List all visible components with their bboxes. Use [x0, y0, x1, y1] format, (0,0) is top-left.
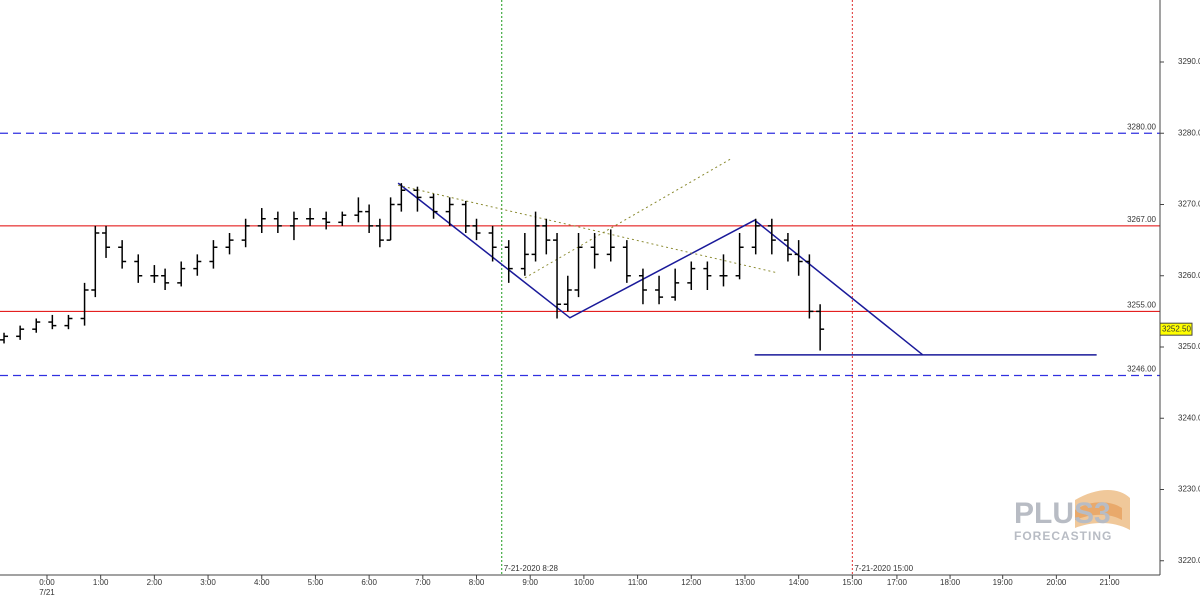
- time-marker-label: 7-21-2020 15:00: [854, 564, 913, 573]
- logo-tagline: FORECASTING: [1014, 529, 1112, 543]
- x-tick-label: 9:00: [522, 578, 538, 587]
- date-label: 7/21: [39, 588, 55, 597]
- y-tick-label: 3290.00: [1178, 57, 1200, 66]
- y-tick-label: 3280.00: [1178, 128, 1200, 137]
- x-tick-label: 21:00: [1100, 578, 1121, 587]
- x-tick-label: 1:00: [93, 578, 109, 587]
- x-tick-label: 12:00: [681, 578, 702, 587]
- x-tick-label: 17:00: [887, 578, 908, 587]
- x-tick-label: 0:00: [39, 578, 55, 587]
- x-tick-label: 10:00: [574, 578, 595, 587]
- x-tick-label: 13:00: [735, 578, 756, 587]
- y-tick-label: 3230.00: [1178, 485, 1200, 494]
- logo-swoosh-inner: [1075, 502, 1122, 520]
- last-price-box: [1159, 322, 1193, 336]
- x-tick-label: 8:00: [469, 578, 485, 587]
- time-marker-label: 7-21-2020 8:28: [504, 564, 559, 573]
- x-tick-label: 6:00: [361, 578, 377, 587]
- level-label: 3255.00: [1127, 300, 1156, 309]
- x-tick-label: 3:00: [200, 578, 216, 587]
- x-tick-label: 11:00: [628, 578, 648, 587]
- y-tick-label: 3220.00: [1178, 556, 1200, 565]
- x-tick-label: 19:00: [993, 578, 1014, 587]
- x-tick-label: 7:00: [415, 578, 431, 587]
- trend-drawing: [397, 182, 924, 356]
- x-tick-label: 15:00: [842, 578, 863, 587]
- x-tick-label: 4:00: [254, 578, 270, 587]
- y-tick-label: 3260.00: [1178, 271, 1200, 280]
- x-tick-label: 2:00: [147, 578, 163, 587]
- level-label: 3246.00: [1127, 365, 1156, 374]
- logo: PLUS3 FORECASTING: [1014, 489, 1130, 543]
- x-tick-label: 20:00: [1046, 578, 1067, 587]
- y-tick-label: 3250.00: [1178, 342, 1200, 351]
- level-label: 3267.00: [1127, 215, 1156, 224]
- x-tick-label: 5:00: [308, 578, 324, 587]
- level-label: 3280.00: [1127, 122, 1156, 131]
- y-tick-label: 3240.00: [1178, 413, 1200, 422]
- last-price-label: 3252.50: [1162, 324, 1191, 333]
- y-tick-label: 3270.00: [1178, 200, 1200, 209]
- plot-area: [0, 0, 1160, 575]
- logo-brand: PLUS3: [1014, 497, 1111, 530]
- x-tick-label: 18:00: [940, 578, 961, 587]
- x-tick-label: 14:00: [789, 578, 810, 587]
